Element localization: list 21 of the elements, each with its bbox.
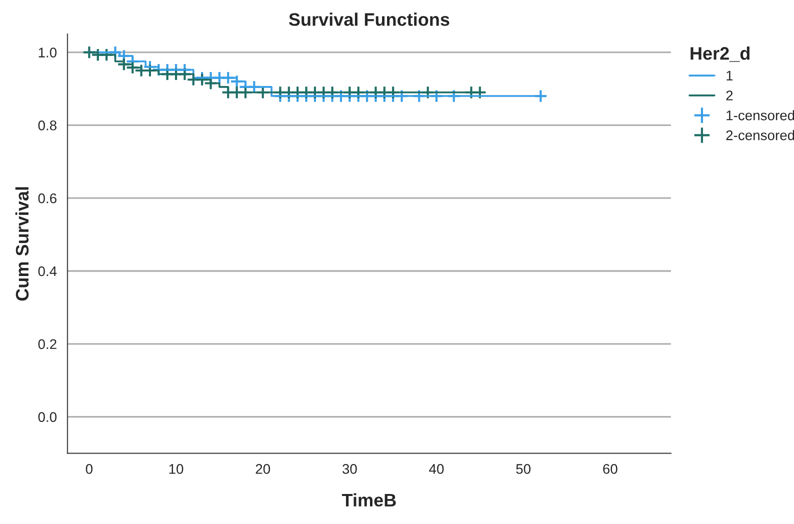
legend-label: 1-censored: [726, 110, 794, 120]
x-tick-label: 0: [86, 464, 93, 474]
x-axis-title: TimeB: [342, 493, 396, 507]
x-tick-label: 10: [169, 464, 184, 474]
y-tick-label: 0.0: [38, 412, 57, 422]
y-tick-label: 0.6: [38, 193, 56, 204]
legend-label: 2: [726, 90, 733, 100]
y-axis-title: Cum Survival: [15, 187, 29, 301]
x-tick-label: 40: [429, 464, 444, 474]
y-tick-label: 0.8: [38, 120, 56, 130]
y-tick-label: 1.0: [38, 48, 57, 58]
x-tick-label: 50: [516, 464, 531, 474]
x-tick-label: 60: [603, 464, 618, 474]
x-tick-label: 20: [256, 464, 270, 474]
legend-label: 1: [726, 70, 733, 80]
legend-title: Her2_d: [690, 46, 750, 62]
legend-label: 2-censored: [726, 130, 794, 140]
y-tick-label: 0.4: [38, 266, 57, 276]
chart-title: Survival Functions: [288, 12, 450, 26]
y-tick-label: 0.2: [38, 339, 56, 350]
x-tick-label: 30: [342, 464, 357, 474]
